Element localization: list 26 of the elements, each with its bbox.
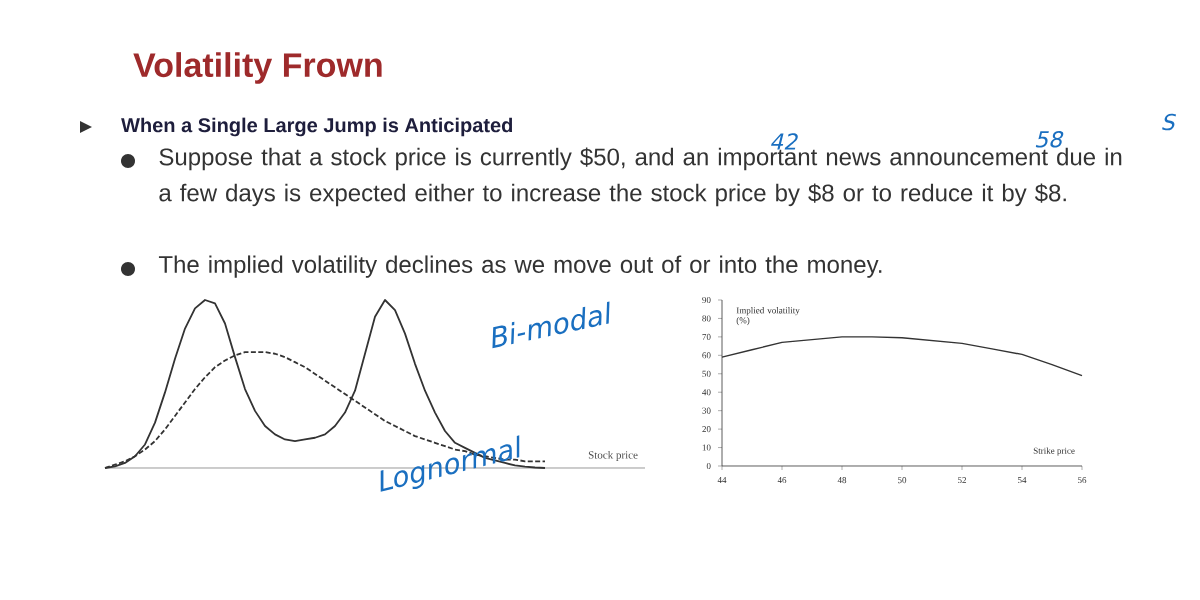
y-tick-label: 20 bbox=[702, 426, 711, 433]
annotation: Bi-modal bbox=[492, 301, 610, 349]
x-tick-label: 44 bbox=[717, 477, 727, 483]
y-tick-label: 0 bbox=[706, 462, 711, 470]
x-tick-label: 54 bbox=[1018, 477, 1027, 484]
chart-subtitle: When a Single Large Jump is Anticipated bbox=[121, 117, 513, 137]
x-axis-title: Strike price bbox=[1033, 447, 1075, 456]
y-tick-label: 40 bbox=[702, 389, 711, 396]
y-tick-label: 10 bbox=[702, 444, 711, 451]
x-tick-label: 46 bbox=[777, 477, 787, 484]
x-tick-label: 48 bbox=[837, 477, 847, 484]
text: 58 bbox=[1035, 130, 1064, 148]
y-tick-label: 60 bbox=[702, 352, 711, 359]
y-axis-title: Implied volatility (%) bbox=[736, 307, 800, 326]
x-tick-label: 50 bbox=[898, 477, 907, 484]
y-tick-label: 80 bbox=[702, 315, 711, 322]
y-tick-label: 70 bbox=[702, 333, 711, 340]
y-tick-label: 90 bbox=[702, 296, 711, 304]
x-axis-title: Stock price bbox=[588, 450, 638, 461]
y-tick-label: 50 bbox=[702, 370, 711, 377]
text: The implied volatility declines as we move out of or into the money. bbox=[158, 255, 882, 278]
x-tick-label: 52 bbox=[958, 477, 967, 484]
chart-title: Volatility Frown bbox=[133, 52, 382, 84]
x-tick-label: 56 bbox=[1078, 477, 1087, 484]
text: S bbox=[1162, 113, 1177, 131]
y-tick-label: 30 bbox=[702, 407, 711, 414]
